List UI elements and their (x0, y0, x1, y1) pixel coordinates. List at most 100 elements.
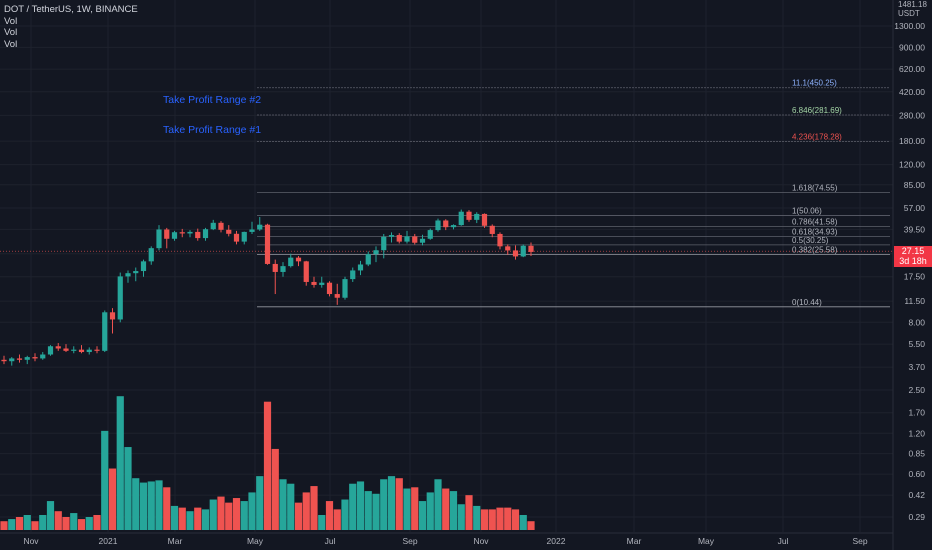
candle-body (125, 273, 131, 277)
candle-body (171, 232, 178, 239)
candle-body (458, 211, 464, 226)
candle-body (63, 348, 69, 351)
candle-body (388, 235, 395, 237)
symbol-title[interactable]: DOT / TetherUS, 1W, BINANCE (4, 4, 138, 15)
volume-bar (302, 492, 310, 530)
candle-body (78, 349, 85, 353)
x-tick-label: Jul (778, 536, 789, 546)
indicator-vol-3[interactable]: Vol (4, 38, 18, 50)
take-profit-range-2-label[interactable]: Take Profit Range #2 (163, 94, 262, 106)
y-tick-label: 3.70 (908, 362, 925, 372)
candle-body (443, 220, 449, 228)
x-tick-label: May (698, 536, 715, 546)
candle-body (140, 261, 147, 272)
volume-bar (62, 517, 70, 530)
volume-bar (380, 479, 388, 530)
candle-body (481, 213, 488, 226)
bar-countdown: 3d 18h (899, 255, 927, 266)
candle-body (365, 254, 371, 265)
volume-bar (473, 505, 481, 530)
volume-bar (194, 507, 202, 530)
indicator-vol-1[interactable]: Vol (4, 15, 18, 27)
volume-bar (186, 511, 194, 530)
candle-body (404, 236, 410, 242)
y-tick-label: 11.50 (904, 296, 925, 306)
volume-bar (488, 509, 496, 530)
volume-bar (449, 491, 458, 530)
volume-bar (457, 504, 465, 530)
volume-bar (442, 488, 450, 530)
fib-level-label: 1.618(74.55) (792, 183, 838, 192)
volume-bar (511, 509, 520, 530)
volume-bar (124, 447, 132, 530)
y-tick-label: 180.00 (899, 136, 925, 146)
take-profit-range-1-label[interactable]: Take Profit Range #1 (163, 124, 262, 136)
volume-bar (70, 513, 78, 530)
candle-body (381, 236, 387, 251)
volume-bar (356, 481, 365, 530)
y-tick-label: 1.20 (908, 428, 925, 438)
y-tick-label: 17.50 (904, 272, 926, 282)
y-tick-label: 620.00 (899, 64, 925, 74)
candle-body (272, 263, 278, 272)
volume-bar (54, 511, 62, 530)
y-tick-label: 0.60 (908, 469, 925, 479)
candle-body (102, 312, 108, 351)
volume-bar (116, 396, 124, 530)
fib-level-label: 0.382(25.58) (792, 246, 838, 255)
volume-bar (178, 507, 186, 530)
y-tick-label: 85.00 (904, 180, 926, 190)
volume-bar (434, 479, 442, 530)
candle-body (218, 222, 224, 230)
y-tick-label: 1300.00 (894, 21, 925, 31)
x-tick-label: Jul (325, 536, 336, 546)
candle-body (528, 245, 534, 252)
candle-body (303, 261, 309, 282)
candle-body (520, 245, 526, 257)
candle-body (179, 232, 185, 234)
x-tick-label: 2022 (547, 536, 566, 546)
candle-body (466, 211, 472, 220)
volume-bar (39, 515, 47, 530)
volume-bar (85, 517, 93, 530)
candle-body (295, 257, 302, 262)
volume-bar (170, 505, 179, 530)
volume-bar (294, 502, 303, 530)
candle-body (9, 358, 15, 362)
candle-body (47, 346, 54, 355)
fib-level-label: 0.618(34.93) (792, 228, 838, 237)
x-tick-label: Nov (473, 536, 489, 546)
candle-body (512, 250, 519, 257)
candle-body (357, 264, 364, 271)
candle-body (40, 354, 46, 359)
volume-bar (77, 519, 86, 530)
candle-body (288, 257, 294, 267)
fib-level-label: 0.786(41.58) (792, 217, 838, 226)
x-tick-label: 2021 (99, 536, 118, 546)
volume-bar (411, 487, 419, 530)
volume-bar (132, 478, 140, 530)
candle-body (505, 246, 511, 251)
candle-body (450, 225, 457, 228)
candle-body (202, 229, 209, 239)
volume-bar (349, 483, 357, 530)
volume-bar (15, 517, 24, 530)
candle-body (210, 222, 216, 230)
volume-bar (23, 515, 31, 530)
volume-bar (341, 499, 349, 530)
fib-level-label: 0(10.44) (792, 298, 822, 307)
volume-bar (209, 499, 217, 530)
x-tick-label: May (247, 536, 264, 546)
x-tick-label: Nov (23, 536, 39, 546)
indicator-vol-2[interactable]: Vol (4, 27, 18, 38)
fib-level-label: 11.1(450.25) (792, 79, 837, 88)
volume-bar (387, 476, 396, 530)
candle-body (419, 238, 426, 243)
candle-body (326, 282, 333, 295)
volume-bar (225, 502, 233, 530)
volume-bar (318, 515, 326, 530)
candle-body (148, 248, 154, 262)
volume-bar (217, 496, 225, 530)
